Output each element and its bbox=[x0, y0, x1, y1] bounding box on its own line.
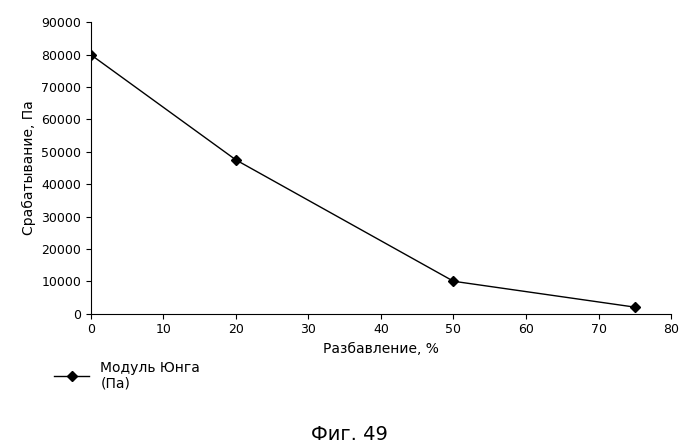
Text: Фиг. 49: Фиг. 49 bbox=[311, 425, 388, 444]
Y-axis label: Срабатывание, Па: Срабатывание, Па bbox=[22, 101, 36, 235]
Legend: Модуль Юнга
(Па): Модуль Юнга (Па) bbox=[49, 355, 206, 396]
X-axis label: Разбавление, %: Разбавление, % bbox=[323, 342, 439, 356]
